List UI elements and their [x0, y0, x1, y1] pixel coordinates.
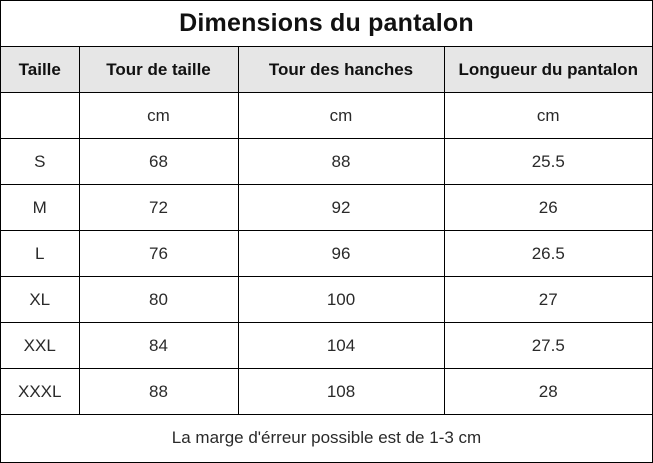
- waist-cell: 72: [78, 184, 239, 231]
- header-size: Taille: [1, 47, 80, 93]
- header-waist: Tour de taille: [78, 47, 239, 93]
- chart-title: Dimensions du pantalon: [1, 1, 652, 47]
- unit-length: cm: [443, 92, 652, 139]
- length-cell: 28: [443, 368, 652, 415]
- footnote-row: La marge d'érreur possible est de 1-3 cm: [1, 414, 652, 461]
- length-cell: 27: [443, 276, 652, 323]
- table-row: XXL 84 104 27.5: [1, 322, 652, 369]
- size-table: Taille Tour de taille Tour des hanches L…: [1, 47, 652, 461]
- units-row: cm cm cm: [1, 92, 652, 139]
- hips-cell: 108: [237, 368, 445, 415]
- unit-hips: cm: [237, 92, 445, 139]
- size-cell: M: [1, 184, 80, 231]
- size-cell: XXL: [1, 322, 80, 369]
- table-row: M 72 92 26: [1, 184, 652, 231]
- hips-cell: 100: [237, 276, 445, 323]
- hips-cell: 92: [237, 184, 445, 231]
- waist-cell: 84: [78, 322, 239, 369]
- table-row: XXXL 88 108 28: [1, 368, 652, 415]
- table-row: S 68 88 25.5: [1, 138, 652, 185]
- size-cell: L: [1, 230, 80, 277]
- footnote: La marge d'érreur possible est de 1-3 cm: [1, 414, 652, 461]
- size-cell: XL: [1, 276, 80, 323]
- hips-cell: 104: [237, 322, 445, 369]
- length-cell: 27.5: [443, 322, 652, 369]
- length-cell: 26: [443, 184, 652, 231]
- header-hips: Tour des hanches: [237, 47, 445, 93]
- table-row: XL 80 100 27: [1, 276, 652, 323]
- header-row: Taille Tour de taille Tour des hanches L…: [1, 47, 652, 93]
- length-cell: 25.5: [443, 138, 652, 185]
- waist-cell: 88: [78, 368, 239, 415]
- header-length: Longueur du pantalon: [443, 47, 652, 93]
- hips-cell: 96: [237, 230, 445, 277]
- waist-cell: 76: [78, 230, 239, 277]
- unit-waist: cm: [78, 92, 239, 139]
- waist-cell: 80: [78, 276, 239, 323]
- length-cell: 26.5: [443, 230, 652, 277]
- waist-cell: 68: [78, 138, 239, 185]
- unit-size: [1, 92, 80, 139]
- size-cell: XXXL: [1, 368, 80, 415]
- size-cell: S: [1, 138, 80, 185]
- table-row: L 76 96 26.5: [1, 230, 652, 277]
- hips-cell: 88: [237, 138, 445, 185]
